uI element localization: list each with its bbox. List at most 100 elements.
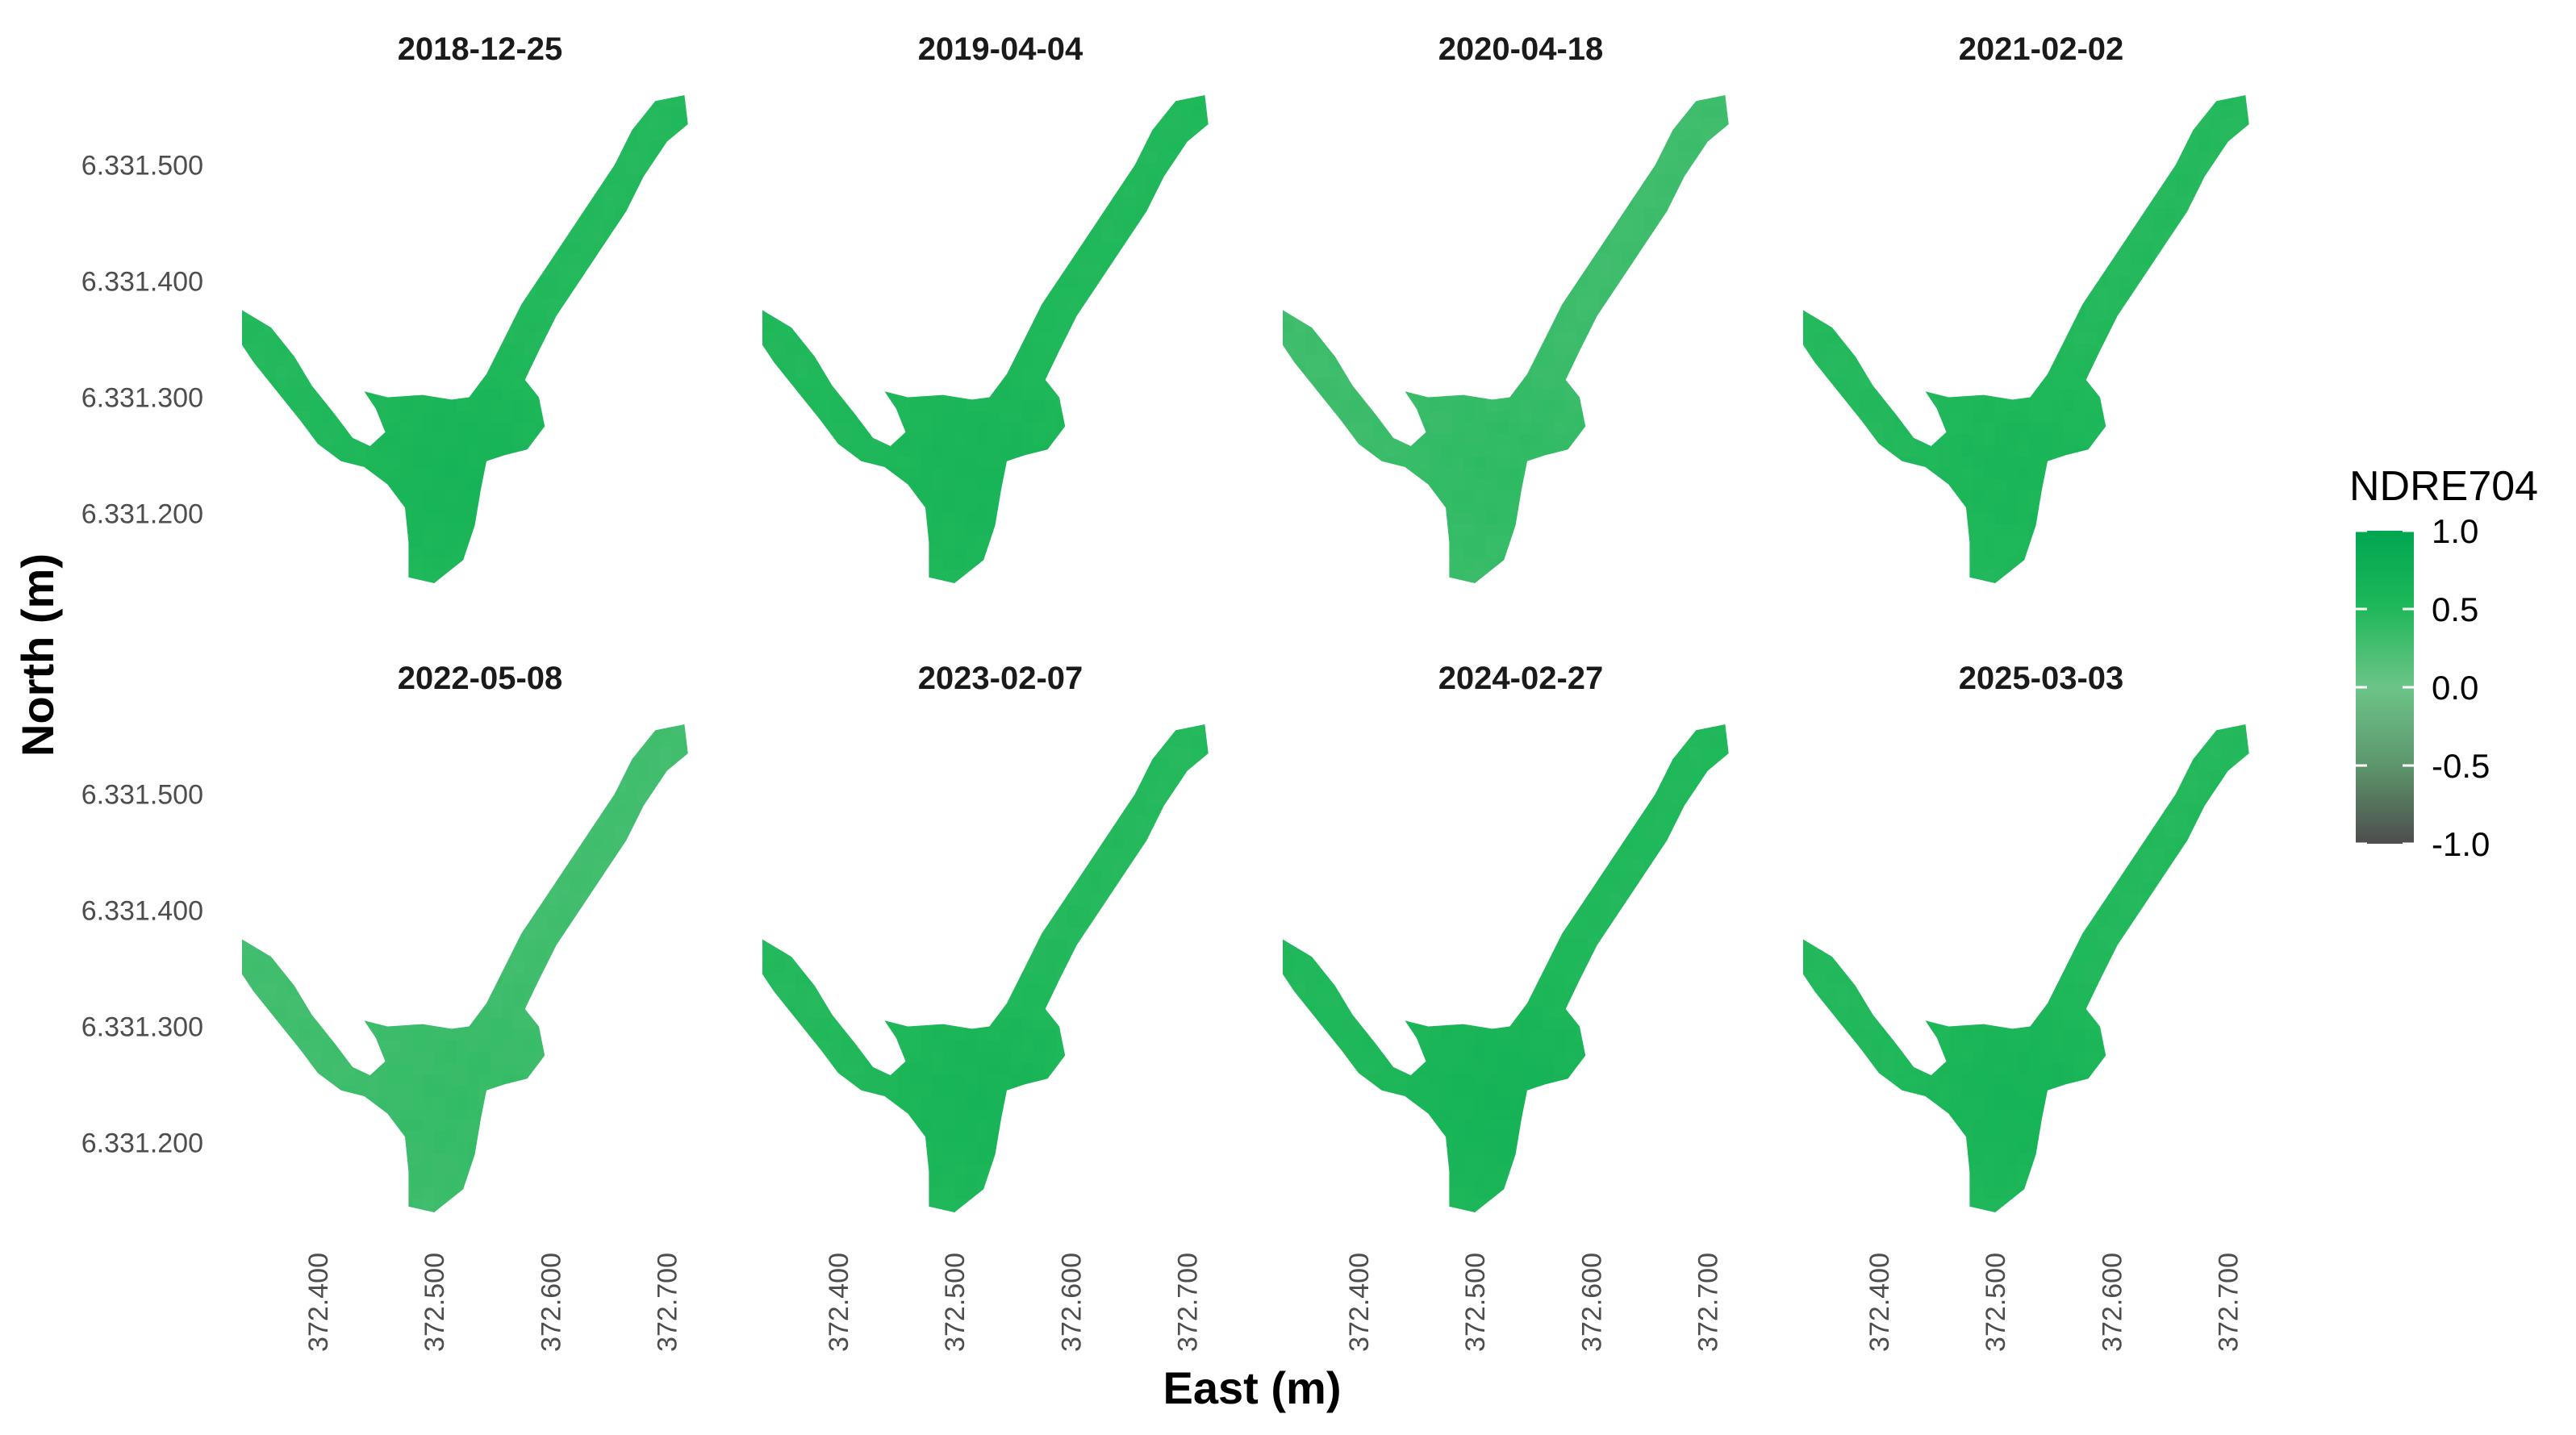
raster-cell [762, 332, 774, 344]
raster-cell [299, 524, 311, 536]
raster-cell [592, 298, 604, 311]
raster-cell [1475, 389, 1487, 401]
raster-cell [253, 411, 265, 423]
raster-cell [887, 434, 899, 446]
raster-cell [671, 197, 683, 209]
raster-cell [423, 479, 435, 491]
raster-cell [287, 321, 299, 333]
raster-cell [1497, 208, 1509, 220]
raster-cell [875, 502, 887, 514]
raster-cell [808, 152, 820, 164]
raster-cell [491, 344, 503, 356]
raster-cell [819, 366, 831, 378]
raster-cell [660, 344, 672, 356]
raster-cell [1576, 344, 1589, 356]
raster-cell [954, 265, 967, 277]
raster-cell [1407, 400, 1419, 412]
raster-cell [1362, 423, 1374, 435]
raster-cell [1101, 118, 1113, 130]
raster-cell [479, 457, 491, 469]
raster-cell [445, 524, 457, 536]
raster-cell [434, 197, 446, 209]
raster-cell [864, 569, 876, 582]
raster-cell [1441, 400, 1453, 412]
raster-cell [1452, 378, 1464, 390]
raster-cell [558, 231, 570, 243]
raster-cell [1633, 434, 1645, 446]
raster-cell [1610, 411, 1622, 423]
raster-cell [581, 581, 593, 583]
raster-cell [1169, 423, 1181, 435]
raster-cell [694, 253, 706, 265]
raster-cell [921, 558, 933, 570]
raster-cell [694, 581, 706, 593]
raster-cell [1169, 129, 1181, 141]
raster-cell [1689, 321, 1701, 333]
raster-cell [536, 219, 548, 232]
raster-cell [841, 366, 854, 378]
raster-cell [808, 253, 820, 265]
raster-cell [1124, 457, 1136, 469]
raster-cell [1192, 536, 1204, 548]
raster-cell [389, 219, 401, 232]
raster-cell [921, 219, 933, 232]
raster-cell [1045, 231, 1057, 243]
raster-cell [932, 366, 944, 378]
raster-cell [592, 242, 604, 254]
raster-cell [547, 253, 559, 265]
raster-cell [841, 479, 854, 491]
raster-cell [468, 423, 480, 435]
raster-cell [524, 502, 536, 514]
raster-cell [1633, 287, 1645, 299]
raster-cell [966, 378, 978, 390]
raster-cell [819, 468, 831, 480]
raster-cell [1520, 118, 1532, 130]
raster-cell [1701, 400, 1713, 412]
raster-cell [830, 174, 842, 186]
raster-cell [1701, 197, 1713, 209]
raster-cell [581, 558, 593, 570]
raster-cell [1067, 400, 1079, 412]
raster-cell [400, 400, 412, 412]
raster-cell [570, 513, 582, 525]
raster-cell [253, 231, 265, 243]
raster-cell [321, 152, 333, 164]
raster-cell [242, 366, 254, 378]
raster-cell [626, 253, 638, 265]
raster-cell [1735, 332, 1747, 344]
raster-cell [558, 174, 570, 186]
raster-cell [1430, 468, 1442, 480]
raster-cell [502, 524, 514, 536]
raster-cell [1067, 140, 1079, 152]
raster-cell [1543, 457, 1555, 469]
raster-cell [344, 332, 356, 344]
raster-cell [1146, 186, 1159, 198]
raster-cell [400, 457, 412, 469]
raster-cell [253, 581, 265, 583]
raster-cell [536, 558, 548, 570]
raster-cell [1520, 298, 1532, 311]
raster-cell [1135, 558, 1147, 570]
raster-cell [1090, 434, 1102, 446]
raster-cell [265, 242, 277, 254]
raster-cell [355, 321, 367, 333]
raster-cell [434, 378, 446, 390]
raster-cell [1328, 152, 1340, 164]
raster-cell [1655, 106, 1668, 119]
raster-cell [932, 276, 944, 288]
raster-cell [1497, 378, 1509, 390]
raster-cell [694, 186, 706, 198]
raster-cell [547, 344, 559, 356]
raster-cell [310, 152, 322, 164]
raster-cell [1090, 389, 1102, 401]
raster-cell [1610, 434, 1622, 446]
raster-cell [1407, 287, 1419, 299]
raster-cell [943, 558, 955, 570]
raster-cell [321, 558, 333, 570]
raster-cell [457, 502, 469, 514]
raster-cell [558, 445, 570, 457]
raster-cell [1146, 298, 1159, 311]
raster-cell [1339, 253, 1351, 265]
raster-cell [649, 298, 661, 311]
raster-cell [1022, 344, 1034, 356]
